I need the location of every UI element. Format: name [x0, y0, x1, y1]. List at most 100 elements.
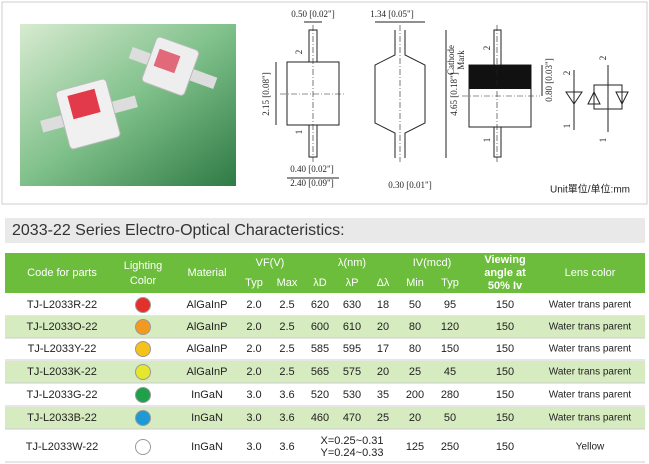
pin-label: 2 — [598, 56, 608, 61]
cell: InGaN — [191, 412, 223, 424]
cell: 150 — [496, 366, 514, 378]
table-header — [5, 253, 645, 293]
cell: AlGaInP — [187, 321, 228, 333]
cathode-label: Cathode — [446, 45, 456, 75]
header-cell: Lens color — [565, 267, 616, 279]
cell: 2.0 — [246, 299, 261, 311]
pin-label: 2 — [294, 50, 304, 55]
cell: 50 — [444, 412, 456, 424]
dimension: 2.15 [0.08"] — [261, 72, 271, 115]
cell: 150 — [496, 299, 514, 311]
cell: TJ-L2033K-22 — [27, 366, 97, 378]
row-band — [5, 316, 645, 338]
cell: 45 — [444, 366, 456, 378]
cell: 150 — [496, 389, 514, 401]
cell: 20 — [377, 321, 389, 333]
cell: 2.5 — [279, 343, 294, 355]
subheader-cell: λD — [313, 277, 327, 289]
cell: 530 — [343, 389, 361, 401]
cell: TJ-L2033W-22 — [26, 441, 99, 453]
cell: 575 — [343, 366, 361, 378]
cathode-label: Mark — [456, 50, 466, 70]
subheader-cell: Typ — [245, 277, 263, 289]
pin-label: 1 — [482, 138, 492, 143]
header-cell: IV(mcd) — [413, 257, 452, 269]
cell: InGaN — [191, 441, 223, 453]
cell: Y=0.24~0.33 — [320, 447, 383, 459]
cell: InGaN — [191, 389, 223, 401]
cell: 520 — [311, 389, 329, 401]
cell: 3.0 — [246, 389, 261, 401]
header-cell: Color — [130, 275, 157, 287]
cell: 630 — [343, 299, 361, 311]
cell: 595 — [343, 343, 361, 355]
color-swatch — [135, 297, 151, 313]
cell: 3.6 — [279, 441, 294, 453]
cell: 150 — [496, 412, 514, 424]
pin-label: 2 — [482, 46, 492, 51]
cell: 2.0 — [246, 343, 261, 355]
cell: TJ-L2033B-22 — [27, 412, 97, 424]
cell: TJ-L2033R-22 — [27, 299, 97, 311]
cell: 17 — [377, 343, 389, 355]
heading: 2033-22 Series Electro-Optical Character… — [12, 222, 345, 239]
header-cell: 50% Iv — [488, 280, 523, 292]
cell: Yellow — [576, 442, 605, 453]
cell: Water trans parent — [549, 344, 632, 355]
circuit-symbols — [565, 65, 629, 132]
pin-label: 1 — [562, 124, 572, 129]
cell: 25 — [377, 412, 389, 424]
cell: 585 — [311, 343, 329, 355]
cell: AlGaInP — [187, 366, 228, 378]
header-cell: Material — [187, 267, 226, 279]
cell: 80 — [409, 343, 421, 355]
dimension: 0.40 [0.02"] — [290, 164, 333, 174]
cell: AlGaInP — [187, 343, 228, 355]
cell: Water trans parent — [549, 390, 632, 401]
cell: 18 — [377, 299, 389, 311]
cell: 3.0 — [246, 412, 261, 424]
dimension: 1.34 [0.05"] — [370, 9, 413, 19]
dimension: 0.30 [0.01"] — [388, 180, 431, 190]
cell: 250 — [441, 441, 459, 453]
cell: 2.0 — [246, 366, 261, 378]
cell: 2.5 — [279, 299, 294, 311]
cell: 150 — [441, 343, 459, 355]
top-view — [462, 25, 543, 162]
cell: 150 — [496, 343, 514, 355]
cell: 200 — [406, 389, 424, 401]
cell: 280 — [441, 389, 459, 401]
pin-label: 2 — [562, 71, 572, 76]
pin-label: 1 — [598, 138, 608, 143]
header-cell: Code for parts — [27, 267, 97, 279]
subheader-cell: Min — [406, 277, 424, 289]
dimension: 0.80 [0.03"] — [544, 58, 554, 101]
cell: 25 — [409, 366, 421, 378]
dimension: 4.65 [0.18"] — [449, 72, 459, 115]
cell: 460 — [311, 412, 329, 424]
cell: TJ-L2033G-22 — [27, 389, 98, 401]
cell: 600 — [311, 321, 329, 333]
cell: 35 — [377, 389, 389, 401]
cell: 150 — [496, 441, 514, 453]
cell: Water trans parent — [549, 300, 632, 311]
unit-label: Unit單位/单位:mm — [550, 183, 630, 196]
cell: AlGaInP — [187, 299, 228, 311]
cell: Water trans parent — [549, 322, 632, 333]
pin-label: 1 — [294, 130, 304, 135]
dimension: 2.40 [0.09"] — [290, 178, 333, 188]
cell: Water trans parent — [549, 413, 632, 424]
cell: 3.0 — [246, 441, 261, 453]
cell: 3.6 — [279, 389, 294, 401]
front-view — [275, 21, 346, 179]
cell: 120 — [441, 321, 459, 333]
cell: 610 — [343, 321, 361, 333]
cell: 2.0 — [246, 321, 261, 333]
cell: 95 — [444, 299, 456, 311]
cell: 565 — [311, 366, 329, 378]
cell: 470 — [343, 412, 361, 424]
row-band — [5, 361, 645, 383]
table — [5, 297, 645, 463]
cell: TJ-L2033Y-22 — [28, 343, 97, 355]
